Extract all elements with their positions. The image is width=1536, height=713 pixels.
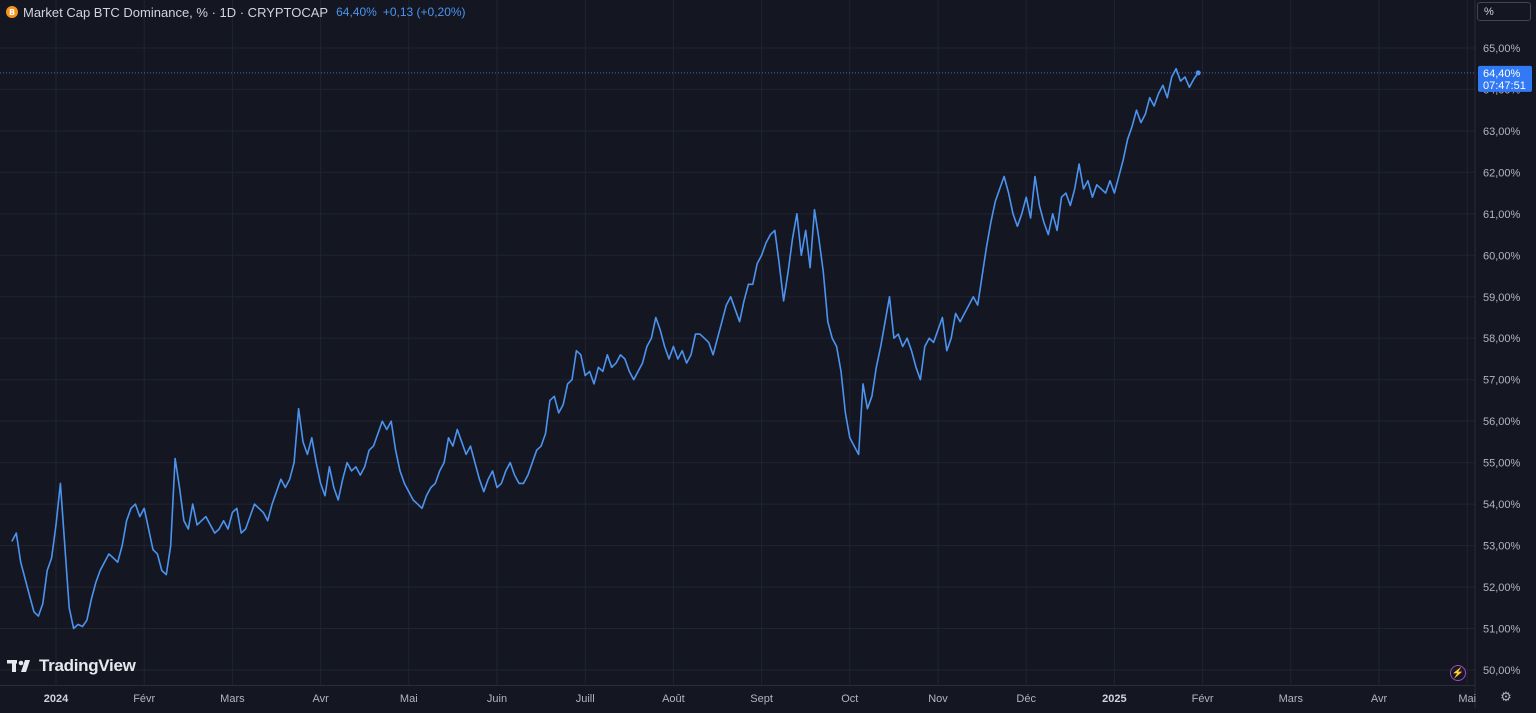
price-tick-label: 51,00%: [1483, 624, 1521, 636]
price-axis[interactable]: 50,00% 51,00% 52,00% 53,00% 54,00% 55,00% 56,0…: [1483, 43, 1521, 677]
last-price-label: 64,40% 07:47:51: [1478, 65, 1532, 92]
price-tick-label: 53,00%: [1483, 541, 1521, 553]
price-tick-label: 55,00%: [1483, 458, 1521, 470]
price-tick-label: 60,00%: [1483, 250, 1521, 262]
lightning-icon[interactable]: ⚡: [1450, 665, 1466, 681]
last-price-countdown: 07:47:51: [1483, 80, 1526, 92]
tradingview-logo-icon: [7, 660, 30, 672]
series-legend[interactable]: B Market Cap BTC Dominance, % · 1D · CRY…: [6, 4, 466, 20]
price-tick-label: 54,00%: [1483, 499, 1521, 511]
symbol-title[interactable]: Market Cap BTC Dominance, % · 1D · CRYPT…: [23, 4, 329, 20]
time-tick-label: Oct: [841, 693, 858, 705]
brand-name: TradingView: [39, 656, 136, 675]
gear-icon[interactable]: ⚙: [1500, 689, 1512, 704]
legend-last-value: 64,40%: [336, 5, 377, 19]
tradingview-logo[interactable]: TradingView: [7, 656, 136, 676]
price-tick-label: 56,00%: [1483, 416, 1521, 428]
time-axis[interactable]: 2024 Févr Mars Avr Mai Juin Juill Août Sept Oct No…: [44, 693, 1476, 705]
time-tick-label: Mars: [1279, 693, 1304, 705]
last-point-marker: [1195, 70, 1201, 76]
time-tick-label: Mai: [400, 693, 418, 705]
price-tick-label: 62,00%: [1483, 167, 1521, 179]
bitcoin-coin-icon: B: [6, 6, 18, 18]
time-tick-label: Févr: [1192, 693, 1214, 705]
legend-change: +0,13 (+0,20%): [382, 5, 466, 19]
time-tick-label: Avr: [1371, 693, 1388, 705]
series-line: [11, 67, 1199, 630]
time-tick-label: Août: [662, 693, 685, 705]
time-tick-label: Févr: [133, 693, 155, 705]
price-tick-label: 52,00%: [1483, 582, 1521, 594]
time-tick-label: Mars: [220, 693, 245, 705]
price-tick-label: 65,00%: [1483, 43, 1521, 55]
price-tick-label: 59,00%: [1483, 292, 1521, 304]
time-tick-label: Déc: [1016, 693, 1036, 705]
time-tick-label: Juill: [576, 693, 595, 705]
last-price-value: 64,40%: [1483, 68, 1521, 80]
price-tick-label: 57,00%: [1483, 375, 1521, 387]
time-tick-label: Mai: [1458, 693, 1476, 705]
price-tick-label: 50,00%: [1483, 665, 1521, 677]
time-tick-label: 2025: [1102, 693, 1126, 705]
price-tick-label: 58,00%: [1483, 333, 1521, 345]
price-tick-label: 61,00%: [1483, 209, 1521, 221]
time-tick-label: Nov: [928, 693, 948, 705]
grid-lines: [0, 0, 1475, 685]
time-tick-label: Sept: [750, 693, 773, 705]
time-tick-label: Juin: [487, 693, 507, 705]
time-tick-label: 2024: [44, 693, 69, 705]
price-tick-label: 63,00%: [1483, 126, 1521, 138]
percent-scale-button[interactable]: %: [1477, 2, 1531, 21]
time-tick-label: Avr: [312, 693, 329, 705]
